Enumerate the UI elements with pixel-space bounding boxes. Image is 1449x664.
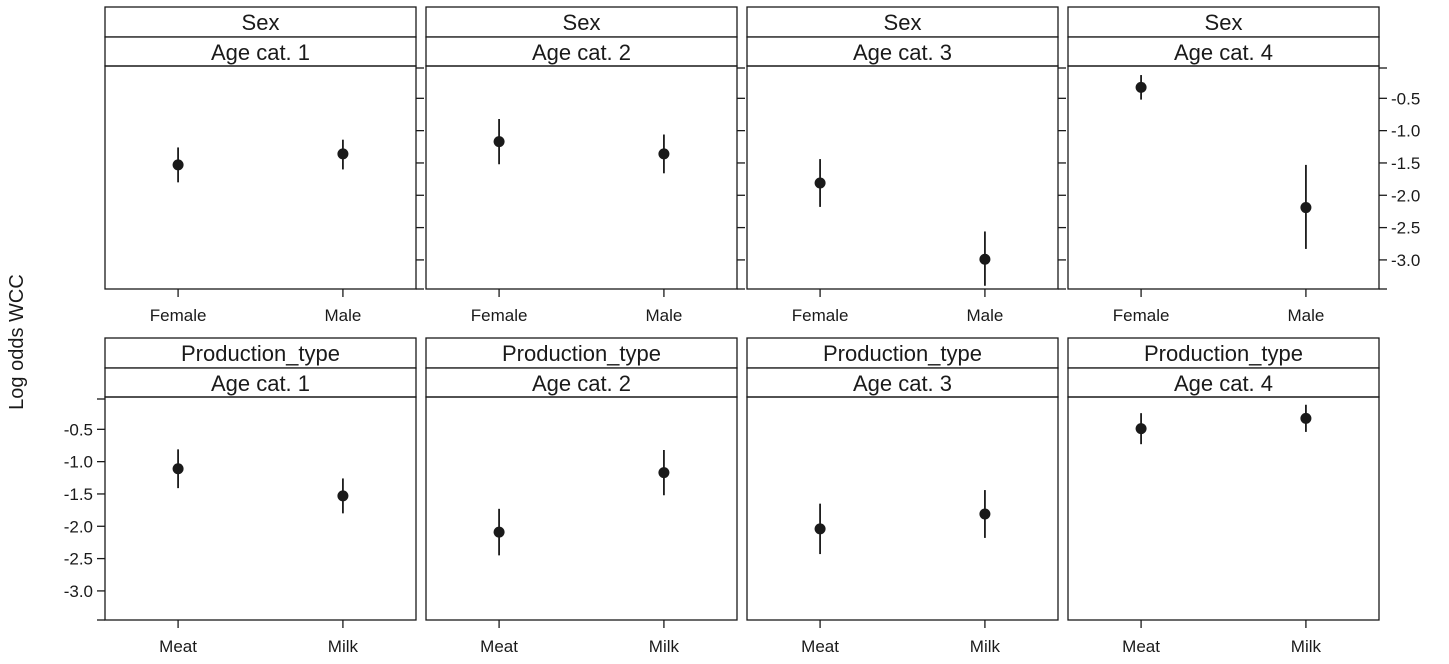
x-tick-label: Meat <box>480 637 518 656</box>
y-axis-label: Log odds WCC <box>6 274 28 410</box>
y-tick-label: -2.5 <box>1391 219 1420 238</box>
x-tick-label: Meat <box>801 637 839 656</box>
strip-bottom-box <box>1067 367 1380 398</box>
strip-top-label: Sex <box>884 10 922 35</box>
data-point <box>658 467 670 479</box>
x-tick-label: Male <box>966 306 1003 325</box>
data-point <box>1135 81 1147 93</box>
y-tick-label: -0.5 <box>64 420 93 439</box>
x-tick-label: Milk <box>649 637 680 656</box>
strip-top-label: Sex <box>242 10 280 35</box>
strip-bottom-box <box>104 36 417 67</box>
strip-bottom-label: Age cat. 1 <box>211 371 310 396</box>
data-point <box>814 177 826 189</box>
strip-top-label: Sex <box>1205 10 1243 35</box>
strip-top-box <box>104 337 417 369</box>
x-tick-label: Meat <box>159 637 197 656</box>
panel-frame <box>1067 396 1380 621</box>
x-tick-label: Female <box>1113 306 1170 325</box>
panel-frame <box>746 396 1059 621</box>
strip-bottom-label: Age cat. 4 <box>1174 371 1273 396</box>
data-point <box>1300 412 1312 424</box>
strip-top-label: Sex <box>563 10 601 35</box>
strip-top-box <box>746 6 1059 38</box>
strip-bottom-label: Age cat. 3 <box>853 40 952 65</box>
data-point <box>979 253 991 265</box>
panel-frame <box>425 396 738 621</box>
strip-top-box <box>1067 6 1380 38</box>
strip-bottom-box <box>746 367 1059 398</box>
strip-bottom-box <box>425 36 738 67</box>
data-point <box>1300 202 1312 214</box>
panel-frame <box>104 396 417 621</box>
panel-frame <box>425 65 738 290</box>
y-tick-label: -0.5 <box>1391 89 1420 108</box>
strip-top-box <box>746 337 1059 369</box>
x-tick-label: Female <box>471 306 528 325</box>
panel-frame <box>104 65 417 290</box>
strip-top-box <box>425 337 738 369</box>
panel-frame <box>746 65 1059 290</box>
x-tick-label: Milk <box>970 637 1001 656</box>
data-point <box>1135 423 1147 435</box>
strip-bottom-label: Age cat. 3 <box>853 371 952 396</box>
strip-top-label: Production_type <box>1144 341 1303 366</box>
strip-top-box <box>1067 337 1380 369</box>
data-point <box>493 136 505 148</box>
strip-bottom-label: Age cat. 4 <box>1174 40 1273 65</box>
strip-bottom-label: Age cat. 2 <box>532 40 631 65</box>
data-point <box>979 508 991 520</box>
panels: Sex Age cat. 1 Female Male Sex Age cat. 2 Fema… <box>64 6 1420 656</box>
data-point <box>172 159 184 171</box>
data-point <box>337 490 349 502</box>
x-tick-label: Male <box>1287 306 1324 325</box>
data-point <box>814 523 826 535</box>
y-tick-label: -2.5 <box>64 550 93 569</box>
y-tick-label: -1.5 <box>64 485 93 504</box>
y-tick-label: -3.0 <box>1391 251 1420 270</box>
x-tick-label: Milk <box>328 637 359 656</box>
strip-top-label: Production_type <box>502 341 661 366</box>
x-tick-label: Female <box>792 306 849 325</box>
strip-bottom-label: Age cat. 2 <box>532 371 631 396</box>
strip-top-label: Production_type <box>181 341 340 366</box>
strip-bottom-label: Age cat. 1 <box>211 40 310 65</box>
panel-frame <box>1067 65 1380 290</box>
y-tick-label: -1.0 <box>1391 122 1420 141</box>
y-tick-label: -1.0 <box>64 453 93 472</box>
data-point <box>493 526 505 538</box>
strip-bottom-box <box>104 367 417 398</box>
strip-bottom-box <box>746 36 1059 67</box>
strip-top-label: Production_type <box>823 341 982 366</box>
y-tick-label: -3.0 <box>64 582 93 601</box>
data-point <box>337 148 349 160</box>
data-point <box>658 148 670 160</box>
x-tick-label: Male <box>645 306 682 325</box>
strip-top-box <box>104 6 417 38</box>
y-tick-label: -2.0 <box>1391 186 1420 205</box>
y-tick-label: -1.5 <box>1391 154 1420 173</box>
x-tick-label: Female <box>150 306 207 325</box>
strip-bottom-box <box>1067 36 1380 67</box>
x-tick-label: Milk <box>1291 637 1322 656</box>
data-point <box>172 463 184 475</box>
x-tick-label: Meat <box>1122 637 1160 656</box>
y-tick-label: -2.0 <box>64 517 93 536</box>
x-tick-label: Male <box>324 306 361 325</box>
